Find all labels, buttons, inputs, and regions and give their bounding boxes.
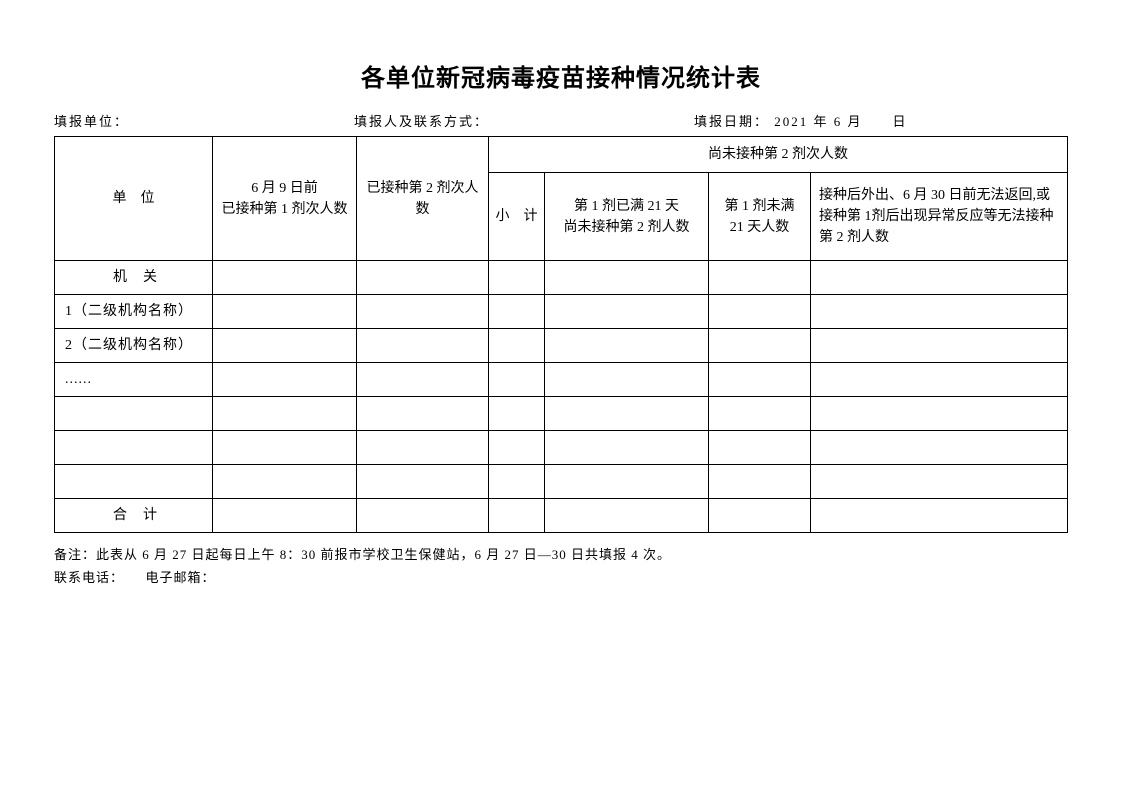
cell: [811, 465, 1068, 499]
cell: [709, 499, 811, 533]
cell: [709, 329, 811, 363]
header-dose1: 6 月 9 日前已接种第 1 剂次人数: [213, 137, 357, 261]
cell: [709, 363, 811, 397]
meta-date: 填报日期： 2021 年 6 月 日: [694, 111, 1068, 130]
meta-reporter-label: 填报人及联系方式：: [354, 111, 694, 130]
row-label: [55, 431, 213, 465]
footer-contact: 联系电话： 电子邮箱：: [54, 566, 1068, 589]
meta-unit-label: 填报单位：: [54, 111, 354, 130]
cell: [357, 329, 489, 363]
cell: [489, 431, 545, 465]
header-unit: 单 位: [55, 137, 213, 261]
header-dose2: 已接种第 2 剂次人 数: [357, 137, 489, 261]
cell: [811, 499, 1068, 533]
cell: [213, 431, 357, 465]
table-row: 1（二级机构名称）: [55, 295, 1068, 329]
cell: [811, 363, 1068, 397]
cell: [489, 499, 545, 533]
cell: [489, 397, 545, 431]
cell: [545, 397, 709, 431]
table-row: 合 计: [55, 499, 1068, 533]
header-under21: 第 1 剂未满21 天人数: [709, 173, 811, 261]
cell: [357, 363, 489, 397]
cell: [545, 329, 709, 363]
row-label: 机 关: [55, 261, 213, 295]
footer-note: 备注：此表从 6 月 27 日起每日上午 8：30 前报市学校卫生保健站，6 月…: [54, 543, 1068, 566]
header-not-yet-group: 尚未接种第 2 剂次人数: [489, 137, 1068, 173]
table-row: [55, 465, 1068, 499]
meta-date-label: 填报日期：: [694, 114, 769, 129]
footer: 备注：此表从 6 月 27 日起每日上午 8：30 前报市学校卫生保健站，6 月…: [54, 543, 1068, 590]
cell: [357, 397, 489, 431]
vaccination-table: 单 位 6 月 9 日前已接种第 1 剂次人数 已接种第 2 剂次人 数 尚未接…: [54, 136, 1068, 533]
cell: [811, 329, 1068, 363]
cell: [213, 397, 357, 431]
table-row: 机 关: [55, 261, 1068, 295]
cell: [489, 465, 545, 499]
cell: [709, 261, 811, 295]
cell: [213, 295, 357, 329]
row-label: [55, 397, 213, 431]
header-subtotal: 小 计: [489, 173, 545, 261]
cell: [357, 499, 489, 533]
header-unable: 接种后外出、6 月 30 日前无法返回,或接种第 1剂后出现异常反应等无法接种第…: [811, 173, 1068, 261]
cell: [357, 431, 489, 465]
cell: [489, 363, 545, 397]
cell: [489, 261, 545, 295]
cell: [213, 363, 357, 397]
row-label: 2（二级机构名称）: [55, 329, 213, 363]
table-row: ......: [55, 363, 1068, 397]
cell: [545, 295, 709, 329]
cell: [357, 295, 489, 329]
cell: [811, 431, 1068, 465]
cell: [545, 465, 709, 499]
cell: [545, 499, 709, 533]
table-row: 2（二级机构名称）: [55, 329, 1068, 363]
table-row: [55, 431, 1068, 465]
cell: [545, 431, 709, 465]
table-row: [55, 397, 1068, 431]
row-label: 1（二级机构名称）: [55, 295, 213, 329]
cell: [545, 363, 709, 397]
meta-date-value: 2021 年 6 月 日: [774, 114, 907, 129]
cell: [489, 295, 545, 329]
cell: [357, 261, 489, 295]
cell: [213, 465, 357, 499]
cell: [213, 261, 357, 295]
cell: [545, 261, 709, 295]
row-label: 合 计: [55, 499, 213, 533]
cell: [811, 261, 1068, 295]
cell: [709, 397, 811, 431]
row-label: ......: [55, 363, 213, 397]
cell: [811, 397, 1068, 431]
row-label: [55, 465, 213, 499]
cell: [709, 465, 811, 499]
cell: [213, 499, 357, 533]
cell: [811, 295, 1068, 329]
cell: [489, 329, 545, 363]
cell: [357, 465, 489, 499]
cell: [213, 329, 357, 363]
meta-row: 填报单位： 填报人及联系方式： 填报日期： 2021 年 6 月 日: [54, 111, 1068, 130]
cell: [709, 431, 811, 465]
page-title: 各单位新冠病毒疫苗接种情况统计表: [54, 58, 1068, 93]
header-over21: 第 1 剂已满 21 天尚未接种第 2 剂人数: [545, 173, 709, 261]
cell: [709, 295, 811, 329]
